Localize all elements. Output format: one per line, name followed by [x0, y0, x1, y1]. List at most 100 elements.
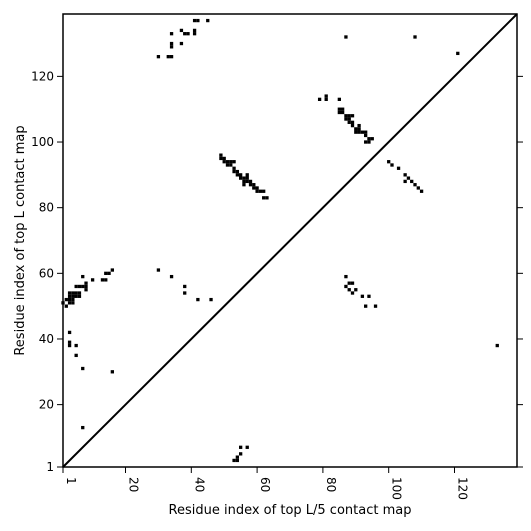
contact-point: [179, 41, 184, 46]
y-axis-label: Residue index of top L contact map: [13, 125, 28, 355]
contact-point: [262, 196, 266, 200]
contact-point: [81, 284, 85, 289]
contact-point: [367, 137, 371, 141]
contact-point: [354, 130, 358, 134]
contact-point: [347, 281, 351, 285]
contact-point: [360, 294, 365, 298]
contact-point: [77, 294, 82, 298]
contact-point: [495, 343, 499, 348]
contact-point: [183, 284, 187, 289]
contact-point: [90, 278, 95, 282]
contact-point: [364, 130, 368, 134]
contact-point: [347, 120, 351, 124]
contact-point: [219, 156, 223, 161]
contact-point: [64, 304, 68, 308]
contact-point: [413, 183, 417, 187]
x-tick-label: 20: [127, 477, 141, 492]
contact-point: [71, 297, 75, 302]
contact-point: [169, 274, 174, 279]
contact-point: [67, 297, 72, 302]
contact-point: [232, 166, 236, 170]
diagonal-line: [62, 13, 518, 468]
contact-point: [242, 183, 246, 187]
contact-point: [64, 297, 68, 302]
contact-point: [229, 160, 233, 164]
contact-point: [67, 291, 72, 295]
contact-point: [232, 458, 236, 463]
contact-point: [248, 183, 253, 187]
contact-point: [71, 294, 75, 298]
contact-point: [192, 28, 197, 33]
contact-point: [104, 271, 108, 275]
contact-point: [71, 301, 75, 305]
contact-point: [344, 35, 348, 39]
contact-point: [192, 18, 197, 23]
contact-point: [84, 284, 88, 289]
contact-point: [81, 274, 85, 279]
contact-point: [350, 114, 355, 118]
contact-point: [360, 130, 365, 134]
contact-point: [350, 281, 355, 285]
contact-point: [255, 186, 259, 190]
contact-point: [245, 173, 249, 177]
contact-point: [84, 281, 88, 285]
contact-point: [344, 117, 348, 121]
x-tick-label: 120: [455, 477, 469, 500]
contact-point: [232, 160, 236, 164]
contact-point: [206, 18, 210, 23]
contact-point: [347, 117, 351, 121]
contact-point: [239, 445, 243, 449]
contact-point: [252, 183, 256, 187]
contact-point: [317, 97, 322, 101]
contact-point: [81, 366, 85, 371]
contact-point: [232, 169, 236, 174]
contact-point: [456, 51, 460, 56]
contact-point: [156, 268, 161, 272]
contact-point: [110, 268, 114, 272]
y-tick-label: 100: [31, 135, 54, 149]
contact-point: [350, 291, 355, 295]
contact-point: [229, 163, 233, 167]
contact-point: [81, 425, 85, 430]
contact-point: [324, 94, 328, 98]
contact-point: [337, 110, 341, 115]
contact-point: [74, 291, 78, 295]
contact-point: [239, 173, 243, 177]
contact-point: [387, 160, 391, 164]
contact-point: [357, 130, 361, 134]
contact-point: [235, 169, 240, 174]
contact-point: [239, 452, 243, 456]
y-tick-label: 40: [39, 332, 54, 346]
contact-point: [104, 278, 108, 282]
contact-point: [74, 284, 78, 289]
contact-point: [196, 18, 200, 23]
contact-point: [183, 32, 187, 36]
contact-point: [67, 294, 72, 298]
contact-points: [61, 18, 499, 463]
contact-point: [225, 160, 230, 164]
contact-point: [100, 278, 105, 282]
plot-frame: [62, 13, 518, 468]
x-tick-label: 40: [192, 477, 206, 492]
contact-point: [179, 28, 184, 33]
contact-point: [67, 340, 72, 344]
contact-point: [403, 179, 407, 184]
y-tick-label: 1: [46, 460, 54, 474]
contact-point: [344, 114, 348, 118]
contact-point: [242, 176, 246, 180]
y-tick-label: 60: [39, 266, 54, 280]
contact-point: [258, 189, 263, 193]
contact-point: [367, 294, 371, 298]
y-tick-label: 20: [39, 398, 54, 412]
contact-point: [169, 32, 174, 36]
contact-point: [186, 32, 190, 36]
contact-point: [396, 166, 401, 170]
contact-point: [350, 120, 355, 124]
contact-point: [344, 274, 348, 279]
x-tick-label: 100: [390, 477, 404, 500]
contact-point: [413, 35, 417, 39]
contact-point: [71, 291, 75, 295]
contact-point: [209, 297, 213, 302]
contact-point: [245, 179, 249, 184]
